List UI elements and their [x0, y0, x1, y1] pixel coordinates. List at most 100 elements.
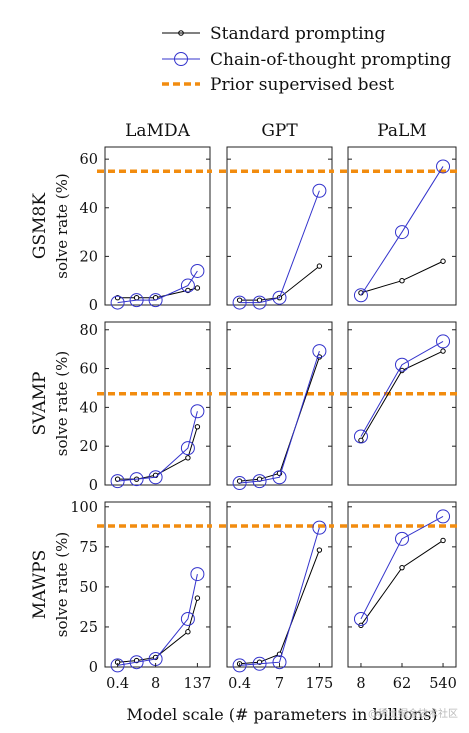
cot-point	[148, 470, 163, 485]
cot-point	[395, 357, 409, 372]
cot-point	[272, 655, 287, 670]
standard-point	[236, 297, 243, 303]
cot-point	[353, 429, 368, 444]
legend-item-1: Standard prompting	[162, 24, 385, 44]
y-tick-label: 75	[80, 540, 98, 556]
cot-point	[436, 509, 451, 524]
cot-point	[129, 655, 144, 670]
standard-point	[236, 478, 243, 484]
panel-mawps-palm: 8 62 540	[340, 501, 458, 692]
y-tick-label: 0	[89, 478, 98, 494]
standard-point	[440, 258, 446, 264]
standard-point	[440, 348, 446, 354]
cot-point	[436, 334, 451, 349]
x-axis-label: Model scale (# parameters in billions)	[126, 705, 437, 724]
standard-point	[194, 285, 201, 291]
standard-point	[133, 295, 140, 301]
cot-point	[232, 295, 247, 310]
cot-point	[353, 611, 368, 626]
watermark-text: @稀土掘金技术社区	[368, 707, 458, 720]
panel-svamp-lamda	[97, 321, 212, 489]
y-tick-label: 0	[89, 298, 98, 314]
column-title-palm: PaLM	[377, 121, 427, 141]
cot-point	[395, 531, 409, 546]
panel-frame	[104, 321, 211, 486]
cot-point	[129, 472, 144, 487]
cot-series-line	[239, 527, 320, 666]
cot-point	[252, 656, 267, 671]
standard-point	[194, 595, 201, 601]
standard-point	[256, 297, 263, 303]
panel-gsm8k-gpt	[219, 146, 334, 310]
panel-mawps-lamda: 0.4 8 137	[97, 501, 212, 692]
panel-frame	[226, 146, 333, 306]
cot-point	[436, 159, 451, 174]
panel-frame	[226, 321, 333, 486]
x-tick-label: 62	[393, 676, 411, 692]
cot-point	[180, 441, 195, 456]
column-title-gpt: GPT	[261, 121, 298, 141]
legend-label: Prior supervised best	[210, 75, 394, 95]
cot-point	[190, 567, 205, 582]
standard-point	[152, 654, 159, 661]
cot-series-line	[360, 340, 444, 437]
row-ylabel: solve rate (%)	[53, 173, 71, 278]
cot-point	[252, 474, 267, 489]
panel-svamp-gpt	[219, 321, 334, 491]
cot-point	[312, 183, 327, 198]
cot-series-line	[117, 573, 198, 666]
x-tick-label: 8	[151, 676, 160, 692]
x-tick-label: 175	[306, 676, 334, 692]
cot-series-line	[239, 190, 320, 304]
panel-svamp-palm	[340, 321, 458, 486]
cot-point	[395, 225, 409, 240]
cot-point	[272, 290, 287, 305]
row-label-mawps: MAWPS	[30, 550, 50, 620]
x-tick-label: 137	[184, 676, 212, 692]
x-tick-label: 8	[356, 676, 365, 692]
column-title-lamda: LaMDA	[125, 121, 190, 141]
panel-frame	[104, 501, 211, 668]
panel-gsm8k-lamda	[97, 146, 212, 310]
cot-point	[180, 611, 195, 626]
y-tick-label: 60	[80, 362, 98, 378]
cot-point	[272, 470, 287, 485]
cot-point	[190, 263, 205, 278]
standard-point	[185, 455, 191, 461]
standard-series-line	[239, 356, 320, 482]
y-tick-label: 20	[80, 439, 98, 455]
y-tick-label: 60	[80, 152, 98, 168]
standard-point	[194, 424, 201, 430]
x-tick-label: 540	[429, 676, 457, 692]
cot-series-line	[239, 350, 320, 484]
y-tick-label: 40	[80, 201, 98, 217]
y-tick-label: 100	[70, 500, 98, 516]
panel-frame	[347, 321, 457, 486]
cot-series-line	[360, 515, 444, 620]
standard-point	[316, 547, 323, 553]
y-tick-label: 50	[80, 580, 98, 596]
x-tick-label: 0.4	[106, 676, 129, 692]
cot-point	[110, 658, 125, 673]
standard-series-line	[239, 265, 320, 301]
standard-point	[440, 537, 446, 544]
x-tick-label: 7	[275, 676, 284, 692]
y-tick-label: 0	[89, 660, 98, 676]
standard-point	[399, 277, 405, 284]
cot-point	[110, 295, 125, 310]
row-label-gsm8k: GSM8K	[30, 193, 50, 259]
cot-point	[129, 293, 144, 308]
panel-frame	[104, 146, 211, 306]
standard-point	[185, 629, 191, 635]
panel-frame	[347, 146, 457, 306]
standard-point	[358, 437, 364, 444]
cot-point	[110, 474, 125, 489]
y-tick-label: 40	[80, 400, 98, 416]
row-ylabel: solve rate (%)	[53, 532, 71, 637]
standard-series-line	[360, 540, 444, 626]
standard-point	[316, 263, 323, 269]
legend-item-3: Prior supervised best	[162, 75, 394, 95]
y-tick-label: 80	[80, 323, 98, 339]
legend-marker	[178, 30, 184, 36]
